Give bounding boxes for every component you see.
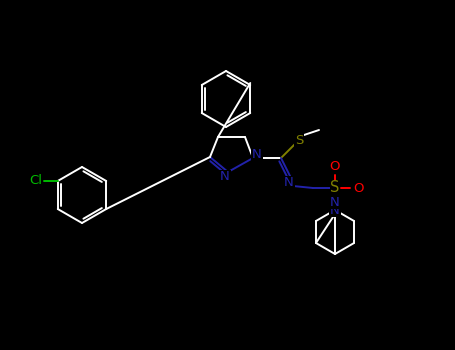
Text: N: N	[330, 196, 340, 209]
Text: N: N	[330, 203, 340, 217]
Text: N: N	[284, 176, 294, 189]
Text: O: O	[353, 182, 363, 195]
Text: O: O	[330, 161, 340, 174]
Text: S: S	[330, 181, 340, 196]
Text: N: N	[252, 147, 262, 161]
Text: Cl: Cl	[29, 175, 42, 188]
Text: N: N	[220, 170, 230, 183]
Text: S: S	[295, 133, 303, 147]
